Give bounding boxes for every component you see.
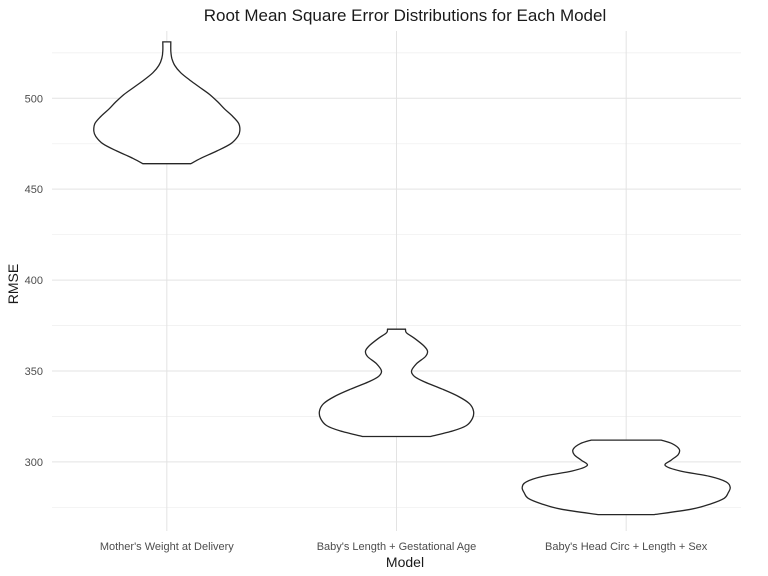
y-tick-label: 400 xyxy=(25,275,43,287)
x-tick-labels: Mother's Weight at Delivery Baby's Length… xyxy=(100,541,708,553)
x-axis-title: Model xyxy=(386,554,424,570)
y-tick-label: 350 xyxy=(25,366,43,378)
chart-title: Root Mean Square Error Distributions for… xyxy=(204,6,607,25)
y-tick-label: 500 xyxy=(25,93,43,105)
y-tick-label: 300 xyxy=(25,457,43,469)
violin-2 xyxy=(318,328,475,438)
y-axis-title: RMSE xyxy=(5,264,21,304)
violin-1 xyxy=(93,41,241,165)
violins xyxy=(93,41,731,516)
violin-3 xyxy=(521,439,731,516)
x-tick-label: Mother's Weight at Delivery xyxy=(100,541,234,553)
y-tick-label: 450 xyxy=(25,184,43,196)
y-tick-labels: 300 350 400 450 500 xyxy=(25,93,43,469)
x-tick-label: Baby's Head Circ + Length + Sex xyxy=(545,541,708,553)
x-tick-label: Baby's Length + Gestational Age xyxy=(317,541,477,553)
